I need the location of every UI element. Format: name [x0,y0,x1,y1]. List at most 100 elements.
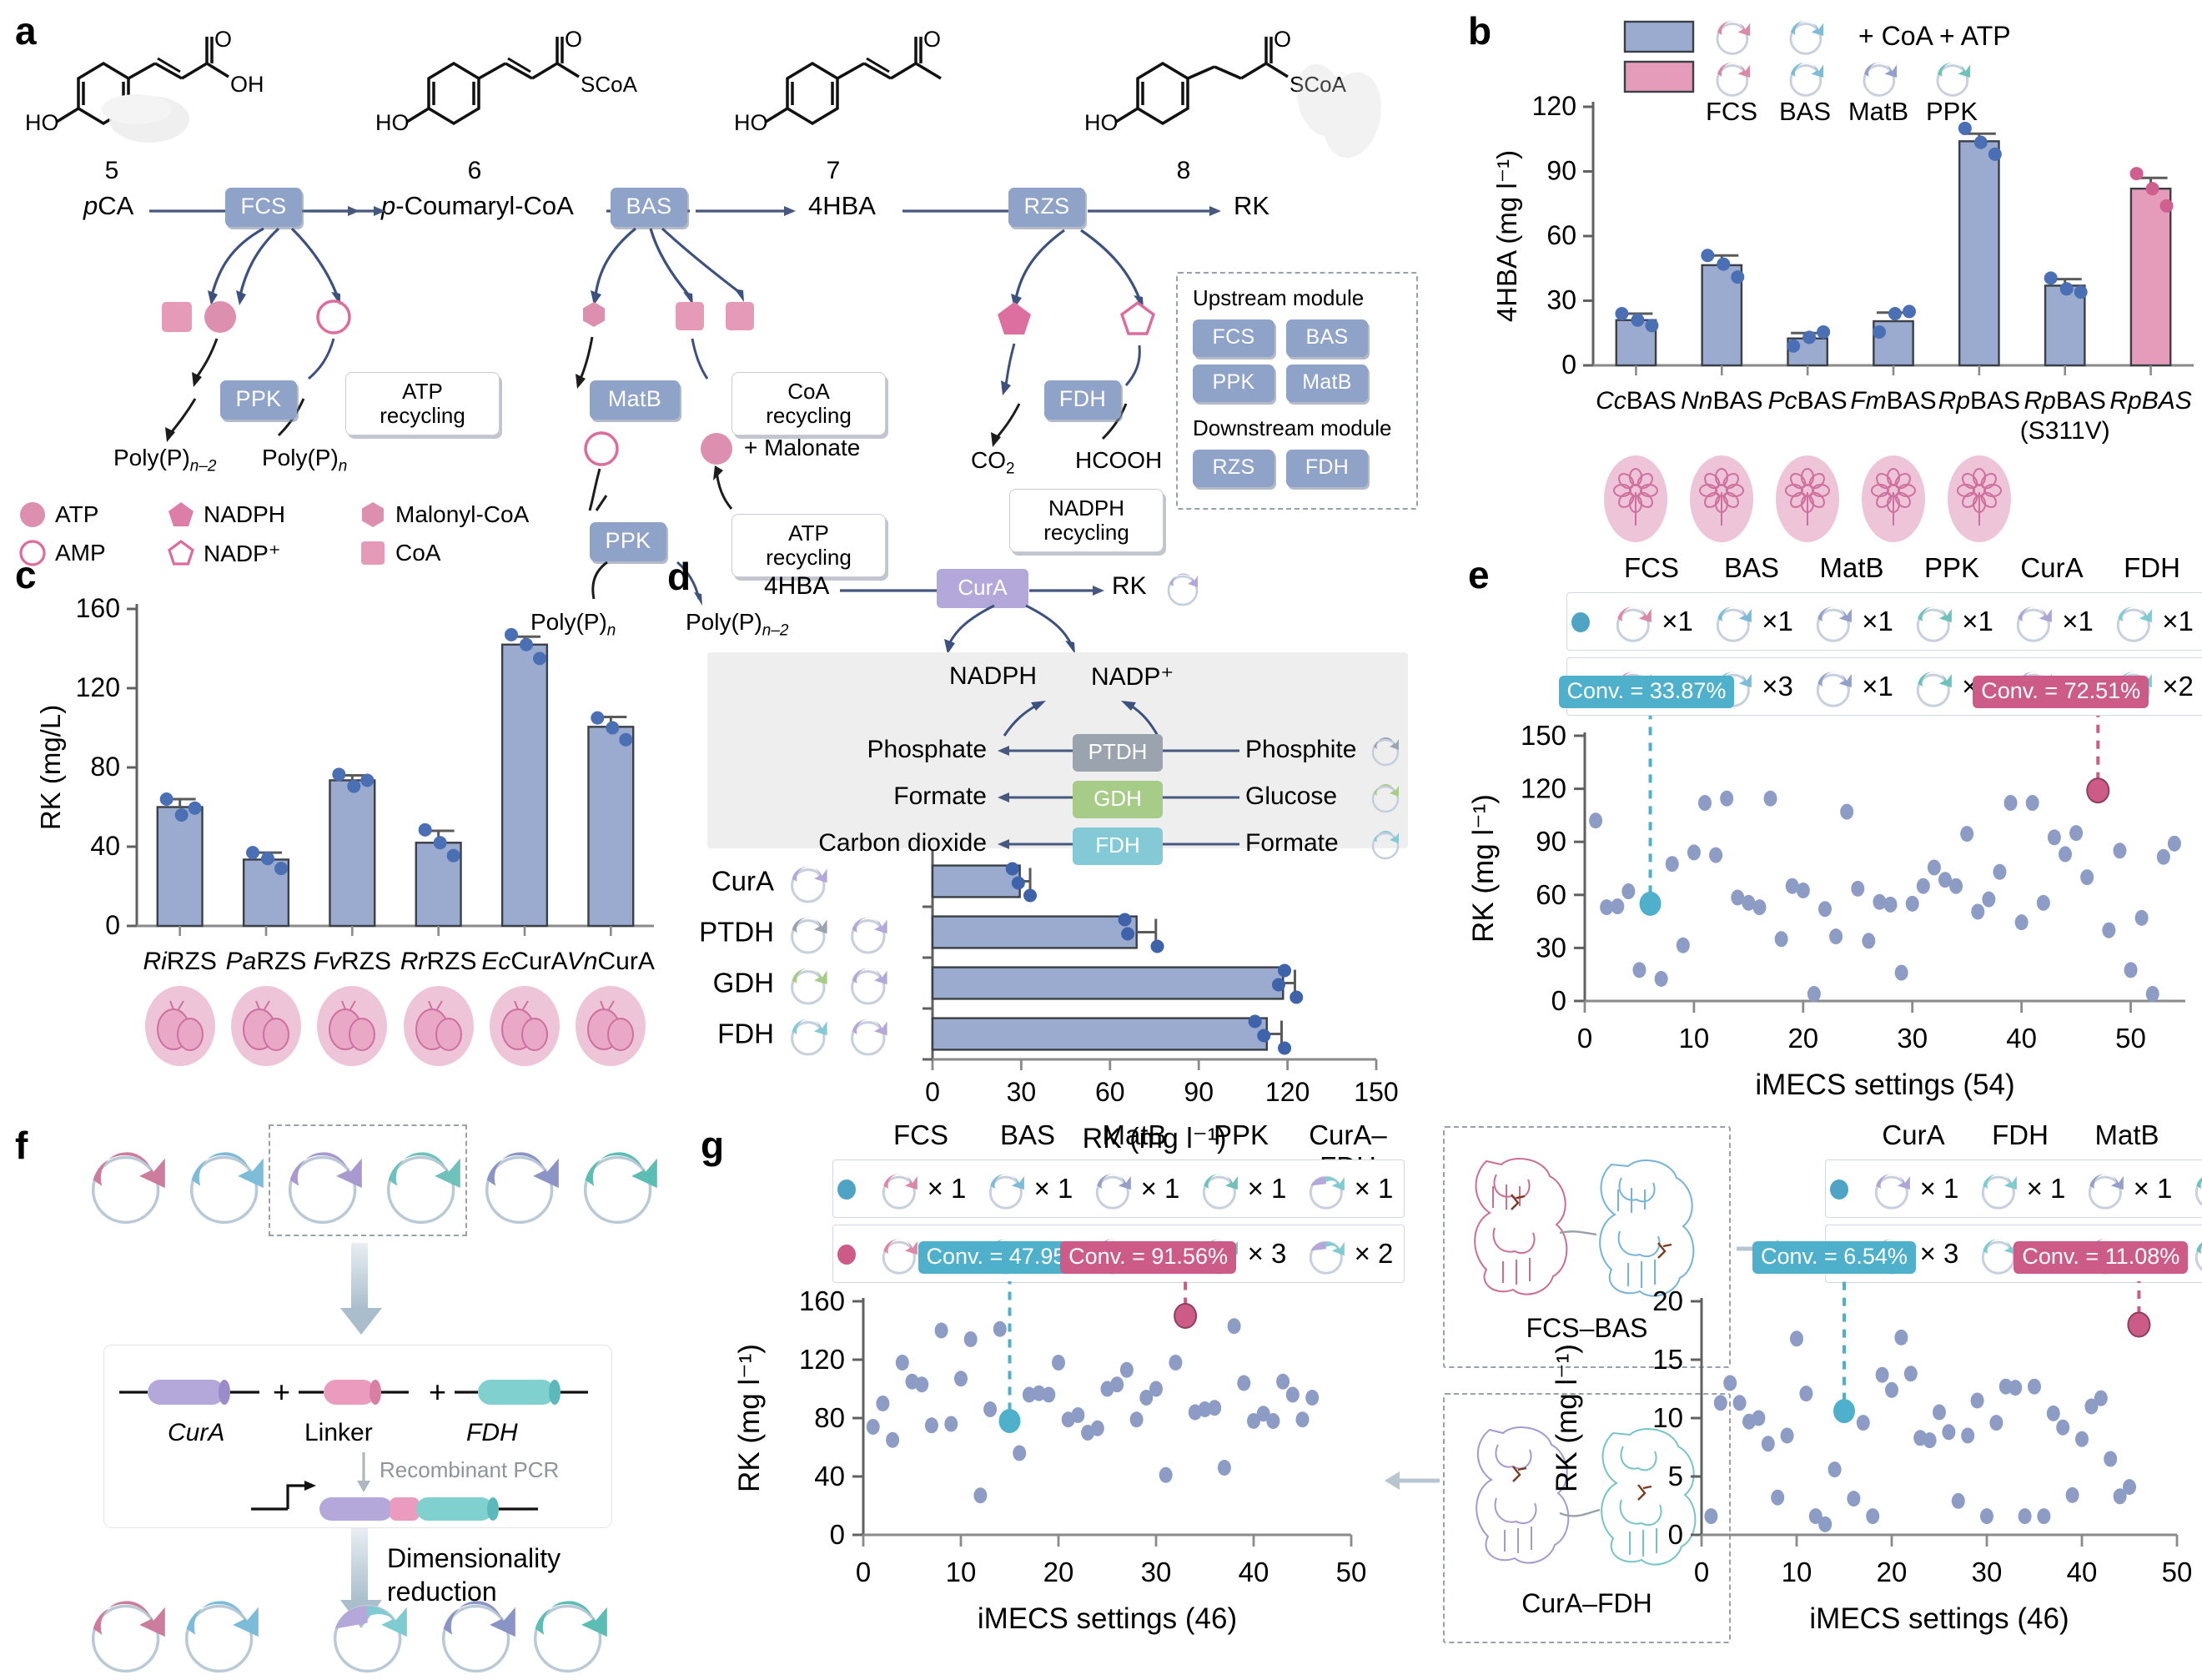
plasmid-icon-PPK [2194,1242,2202,1272]
pcr-arrow-icon [357,1452,370,1492]
panel-e: e FCS BAS MatB PPK CurA FDH ×1 ×1 ×1 ×1 ×1 ×1 ×2 ×3 ×1… [1467,551,2202,1134]
plasmid-icon-ptdh [1371,737,1400,767]
legend-label-amp: AMP [55,540,106,566]
chart-d-category-CurA: CurA [711,866,774,897]
compound-6-name: p-Coumaryl-CoA [381,191,574,220]
svg-text:90: 90 [1536,826,1566,857]
coa-recycling-box: CoA recycling [731,372,886,436]
legend-cell-1-4: × 1 [1295,1163,1401,1215]
svg-text:HO: HO [25,110,59,135]
svg-text:PaRZS: PaRZS [226,948,307,975]
plasmid-icon-BAS [988,1174,1024,1210]
plasmid-icon-b-r1-1 [1789,20,1824,55]
enzyme-ppk-2[interactable]: PPK [590,522,666,561]
panel-d-enzyme-fdh[interactable]: FDH [1073,827,1163,865]
atp-recycling-line2: recycling [380,403,465,429]
svg-text:80: 80 [90,752,120,782]
panel-d-substrate: 4HBA [764,572,830,600]
svg-text:NnBAS: NnBAS [1681,387,1762,415]
panel-d-nadph: NADPH [949,662,1038,690]
svg-text:160: 160 [799,1285,845,1316]
enzyme-bas[interactable]: BAS [611,188,687,227]
svg-text:15: 15 [1652,1344,1683,1375]
panel-d-enzyme-cura[interactable]: CurA [937,569,1028,608]
panel-a: a HO O OH 5 [12,7,1455,640]
panel-b-label: b [1468,9,1492,53]
panel-d-row1-left: Formate [893,782,987,810]
legend-label-atp: ATP [55,501,99,527]
legend-count-1-4: × 1 [1354,1173,1394,1204]
legend-label-nadph: NADPH [204,501,286,527]
species-icon-flower-lotus [1862,455,1925,542]
legend-count-2-0: × 3 [1919,1238,1959,1269]
legend-count-1-3: × 1 [1247,1173,1287,1204]
legend-header-MatB: MatB [1819,552,1884,583]
panel-e-label: e [1468,553,1490,596]
gene-linker-icon [299,1380,410,1405]
module-enzyme-fdh[interactable]: FDH [1286,450,1368,487]
nadph-recycling-line1: NADPH [1048,495,1124,521]
svg-text:120: 120 [1521,773,1566,804]
chart-d-xlabel: RK (mg l⁻¹) [1083,1123,1227,1154]
compound-8-name: RK [1234,191,1270,220]
svg-text:150: 150 [1521,720,1566,751]
module-enzyme-matb[interactable]: MatB [1286,365,1368,402]
legend-cell-1-2: × 1 [1081,1163,1188,1215]
module-enzyme-bas[interactable]: BAS [1286,319,1368,357]
svg-text:0: 0 [1577,1023,1592,1054]
nadph-recycling-box: NADPH recycling [1009,489,1164,553]
svg-text:O: O [565,27,582,52]
plasmid-icon-b-r2-3 [1936,62,1971,97]
chart-e-ylabel: RK (mg l⁻¹) [1467,794,1500,943]
chart-e-xlabel: iMECS settings (54) [1755,1069,2014,1101]
panel-f-selection-box [269,1124,467,1236]
gene-curA-icon [119,1380,259,1405]
chart-g-left-xlabel: iMECS settings (46) [978,1602,1237,1635]
plasmid-icon-b-r2-1 [1789,62,1824,97]
module-enzyme-ppk[interactable]: PPK [1193,365,1274,402]
chart-d-category-FDH: FDH [717,1019,774,1049]
panel-d-row2-right: Formate [1245,829,1339,857]
legend-header-FDH: FDH [1992,1119,2049,1150]
plasmid-icon-MatB [2088,1174,2124,1210]
fusion-construct-icon [251,1481,538,1521]
chart-g-left-canvas: 0 40 80 120 160 0 10 20 30 40 50 RK (mg l⁻¹) iMECS s… [733,1235,1385,1660]
svg-text:SCoA: SCoA [581,72,638,97]
panel-d-enzyme-gdh[interactable]: GDH [1073,781,1163,818]
conv-badge-blue: Conv. = 33.87% [1558,676,1735,708]
legend-cell-2-2: ×1 [1802,661,1902,712]
panel-f-part-curA-label: CurA [168,1419,225,1446]
enzyme-matb[interactable]: MatB [590,380,680,420]
legend-cell-1-1: × 1 [1967,1163,2074,1215]
legend-row-1 [832,1159,1405,1218]
panel-f-top-plasmids [78,1124,662,1241]
enzyme-rzs[interactable]: RZS [1008,188,1085,227]
plasmid-icon-f-bottom-4 [533,1601,607,1673]
plasmid-icon-f-top-3 [386,1152,460,1225]
svg-text:20: 20 [1043,1557,1074,1587]
legend-count-1-1: × 1 [1033,1173,1073,1204]
svg-text:20: 20 [1652,1285,1683,1316]
plasmid-icon-d-3-1 [851,1019,887,1056]
svg-text:FmBAS: FmBAS [1850,387,1936,415]
panel-f-part-FDH-label: FDH [466,1419,518,1446]
svg-text:30: 30 [1897,1023,1928,1054]
enzyme-fcs[interactable]: FCS [225,188,302,227]
panel-d-enzyme-ptdh[interactable]: PTDH [1073,734,1163,772]
nadph-icon [168,502,194,526]
svg-text:RiRZS: RiRZS [143,948,216,975]
plasmid-icon-FCS [1616,606,1652,642]
svg-text:RpBAS: RpBAS [1938,387,2020,415]
module-enzyme-rzs[interactable]: RZS [1193,450,1274,487]
module-enzyme-fcs[interactable]: FCS [1193,319,1274,357]
svg-text:10: 10 [1782,1557,1812,1587]
svg-text:30: 30 [1546,285,1576,315]
chart-c-canvas: 0 40 80 120 160 RiRZS PaRZS FvRZS RrRZS EcCurA VnC… [12,551,671,1101]
svg-text:40: 40 [814,1461,845,1491]
enzyme-ppk-1[interactable]: PPK [220,380,297,420]
enzyme-fdh[interactable]: FDH [1044,380,1121,420]
svg-text:10: 10 [946,1557,977,1587]
